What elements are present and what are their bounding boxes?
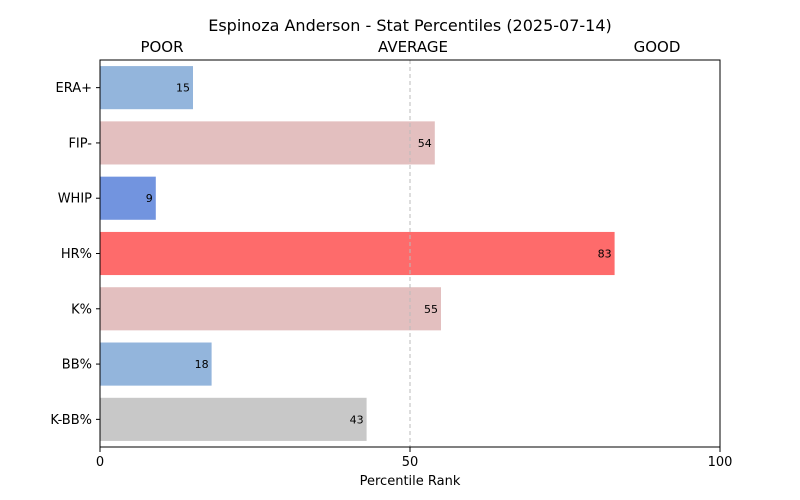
bar-whip xyxy=(100,176,156,220)
bar-value-k-bb: 43 xyxy=(350,413,364,426)
scale-label-good: GOOD xyxy=(634,38,681,56)
bar-fip xyxy=(100,121,435,165)
x-tick-label: 100 xyxy=(708,455,733,470)
scale-label-poor: POOR xyxy=(140,38,183,56)
y-axis: ERA+ FIP- WHIP HR% K% BB% K-BB% xyxy=(50,81,100,428)
x-axis: 0 50 100 xyxy=(96,447,733,470)
x-tick-label: 50 xyxy=(402,455,419,470)
bar-hr xyxy=(100,231,615,276)
bar-k-bb xyxy=(100,397,367,441)
scale-label-average: AVERAGE xyxy=(378,38,448,56)
y-tick-label-fip: FIP- xyxy=(68,136,92,151)
bar-era xyxy=(100,66,193,110)
chart-title: Espinoza Anderson - Stat Percentiles (20… xyxy=(208,16,612,35)
bars-group xyxy=(100,66,615,441)
bar-k xyxy=(100,287,441,331)
y-tick-label-whip: WHIP xyxy=(58,192,92,207)
y-tick-label-hr: HR% xyxy=(61,247,92,262)
bar-value-k: 55 xyxy=(424,303,438,316)
bar-value-whip: 9 xyxy=(146,192,153,205)
bar-value-bb: 18 xyxy=(195,358,209,371)
x-axis-label: Percentile Rank xyxy=(360,474,461,489)
y-tick-label-era: ERA+ xyxy=(55,81,92,96)
bar-bb xyxy=(100,342,212,386)
bar-value-era: 15 xyxy=(176,82,190,95)
y-tick-label-k-bb: K-BB% xyxy=(50,413,92,428)
y-tick-label-bb: BB% xyxy=(62,358,92,373)
bar-value-labels: 15 54 9 83 55 18 43 xyxy=(146,82,612,427)
bar-value-fip: 54 xyxy=(418,137,432,150)
y-tick-label-k: K% xyxy=(71,302,92,317)
bar-value-hr: 83 xyxy=(598,248,612,261)
x-tick-label: 0 xyxy=(96,455,104,470)
